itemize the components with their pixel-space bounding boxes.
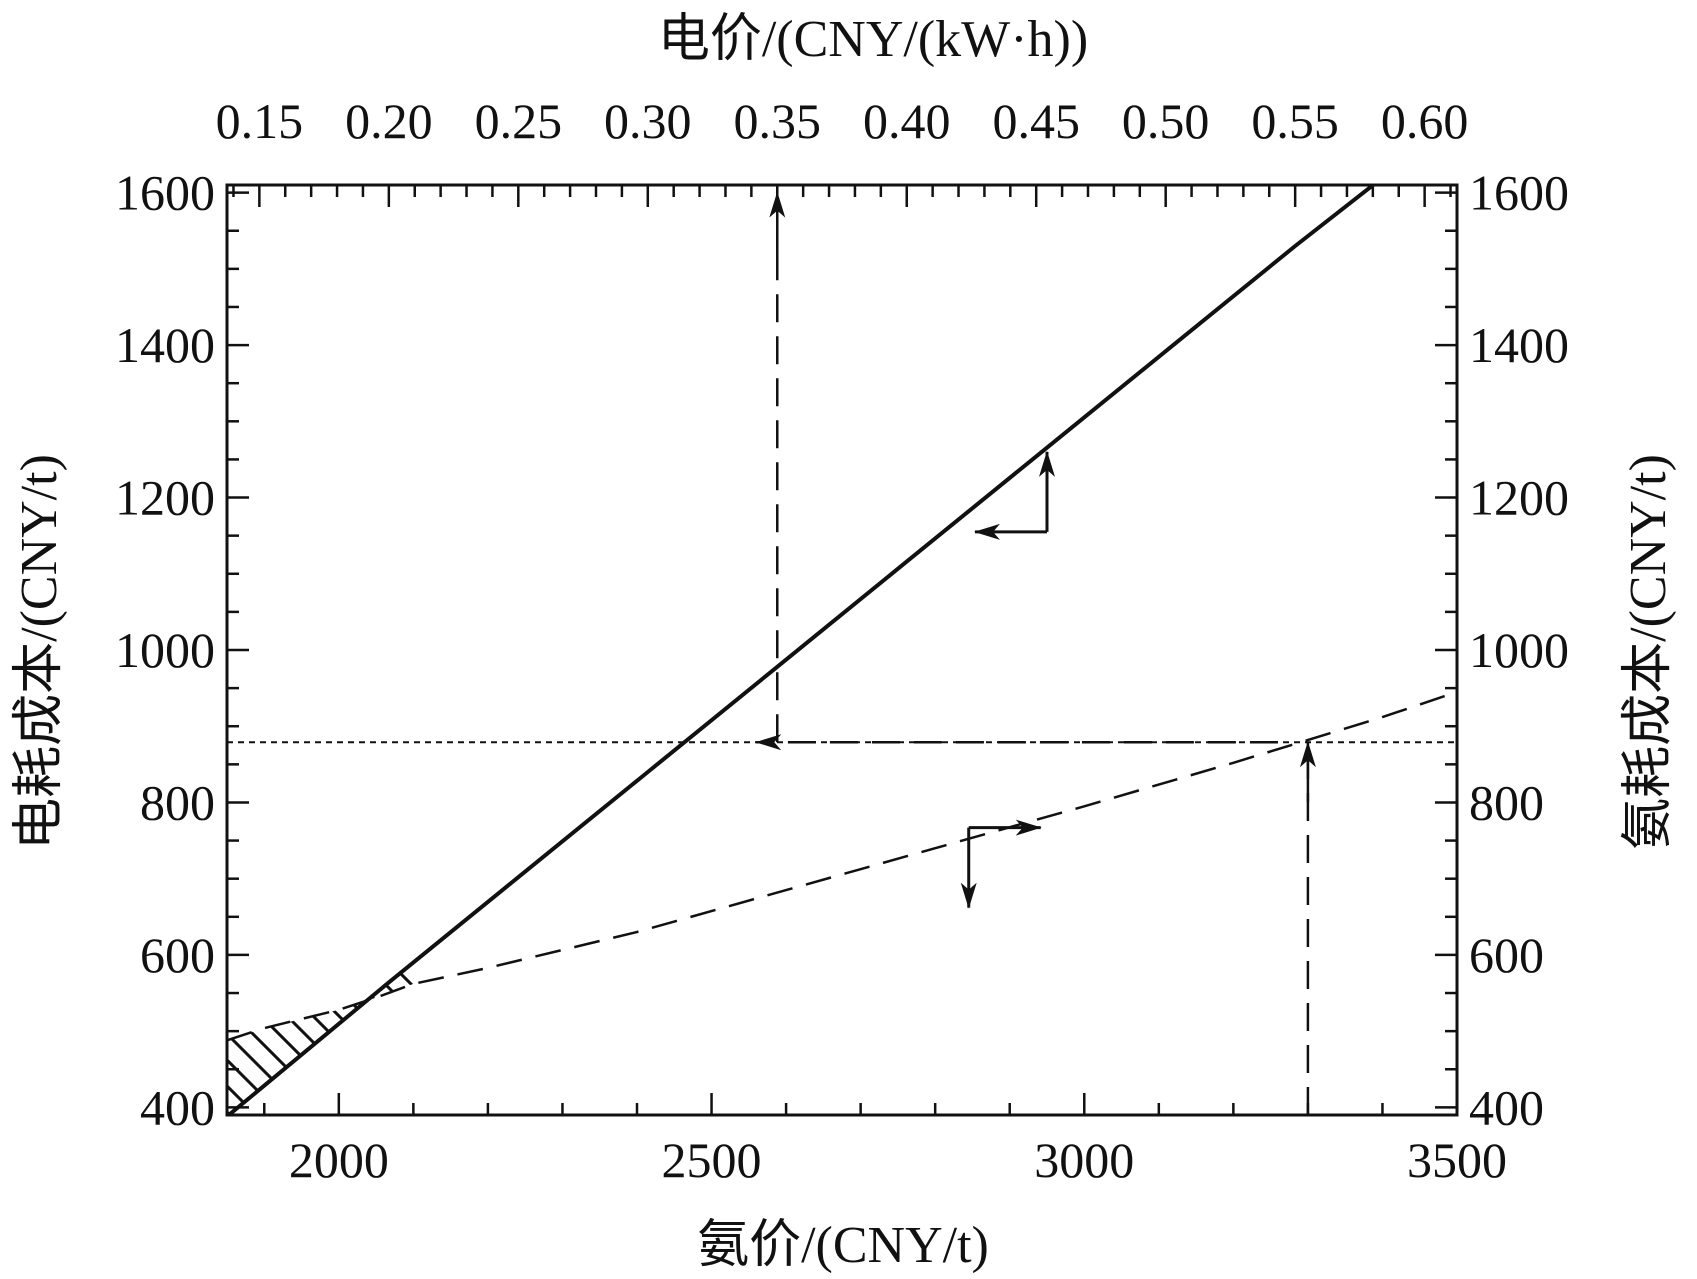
hatch-line [955, 930, 1175, 1150]
hatch-line [851, 930, 1071, 1150]
hatch-line [435, 930, 655, 1150]
y-right-tick-label: 1400 [1469, 317, 1569, 373]
y-left-tick-label: 1400 [115, 317, 215, 373]
y-right-tick-label: 1200 [1469, 470, 1569, 526]
x-top-tick-label: 0.55 [1251, 93, 1339, 149]
x-top-tick-label: 0.25 [475, 93, 563, 149]
hatch-line [487, 930, 707, 1150]
x-top-tick-label: 0.20 [345, 93, 433, 149]
x-bottom-tick-label: 2000 [289, 1132, 389, 1188]
hatch-line [669, 930, 889, 1150]
hatch-line [355, 962, 414, 1117]
axis-tick-labels: 2000 2500 3000 3500 0.15 0.20 0.25 0.30 0.35 0.40… [115, 93, 1569, 1188]
hatch-line [591, 930, 811, 1150]
x-bottom-tick-label: 2500 [662, 1132, 762, 1188]
hatch-line [773, 930, 993, 1150]
x-top-tick-label: 0.15 [216, 93, 304, 149]
x-bottom-tick-label: 3500 [1407, 1132, 1507, 1188]
y-left-tick-label: 1600 [115, 165, 215, 221]
y-left-tick-label: 800 [140, 774, 215, 830]
hatch-line [617, 930, 837, 1150]
reference-lines [227, 185, 1457, 1115]
hatch-line [643, 930, 863, 1150]
top-axis-title: 电价/(CNY/(kW·h)) [658, 11, 1088, 68]
hatch-line [461, 930, 681, 1150]
plot-frame [225, 183, 1459, 1117]
series-clip-group [227, 185, 1457, 1115]
x-top-tick-label: 0.40 [863, 93, 951, 149]
y-left-tick-label: 1000 [115, 622, 215, 678]
hatch-line [799, 930, 1019, 1150]
axis-ticks [227, 185, 1459, 1115]
y-right-tick-label: 400 [1469, 1079, 1544, 1135]
hatch-line [903, 930, 1123, 1150]
axis-titles: 电价/(CNY/(kW·h)) 氨价/(CNY/t) 电耗成本/(CNY/t) … [11, 11, 1677, 1274]
y-left-tick-label: 400 [140, 1079, 215, 1135]
x-top-tick-label: 0.50 [1122, 93, 1210, 149]
series-line-dashed [227, 690, 1457, 1042]
y-right-tick-label: 1000 [1469, 622, 1569, 678]
hatch-line [695, 930, 915, 1150]
hatch-line [381, 962, 414, 1117]
y-left-tick-label: 600 [140, 927, 215, 983]
y-right-tick-label: 1600 [1469, 165, 1569, 221]
bottom-axis-title: 氨价/(CNY/t) [697, 1217, 989, 1274]
hatch-line [721, 930, 941, 1150]
hatch-line [329, 962, 414, 1117]
hatch-line [747, 930, 967, 1150]
y-left-tick-label: 1200 [115, 470, 215, 526]
hatch-line [565, 930, 785, 1150]
x-top-tick-label: 0.45 [992, 93, 1080, 149]
left-axis-title: 电耗成本/(CNY/t) [11, 454, 68, 850]
x-top-tick-label: 0.30 [604, 93, 692, 149]
y-right-tick-label: 800 [1469, 774, 1544, 830]
x-top-tick-label: 0.60 [1381, 93, 1469, 149]
hatch-line [929, 930, 1149, 1150]
hatch-line [825, 930, 1045, 1150]
hatch-line [981, 930, 1201, 1150]
annotation-arrows [755, 191, 1316, 909]
hatch-line [877, 930, 1097, 1150]
hatch-line [513, 930, 733, 1150]
plot-frame-rect [225, 183, 1459, 1117]
x-top-tick-label: 0.35 [734, 93, 822, 149]
hatch-line [539, 930, 759, 1150]
series-lines [227, 185, 1457, 1115]
hatch-line [407, 962, 414, 1117]
y-right-tick-label: 600 [1469, 927, 1544, 983]
series-line-solid [227, 185, 1377, 1115]
hatch-line [1007, 930, 1227, 1150]
right-axis-title: 氨耗成本/(CNY/t) [1620, 454, 1677, 850]
x-bottom-tick-label: 3000 [1034, 1132, 1134, 1188]
